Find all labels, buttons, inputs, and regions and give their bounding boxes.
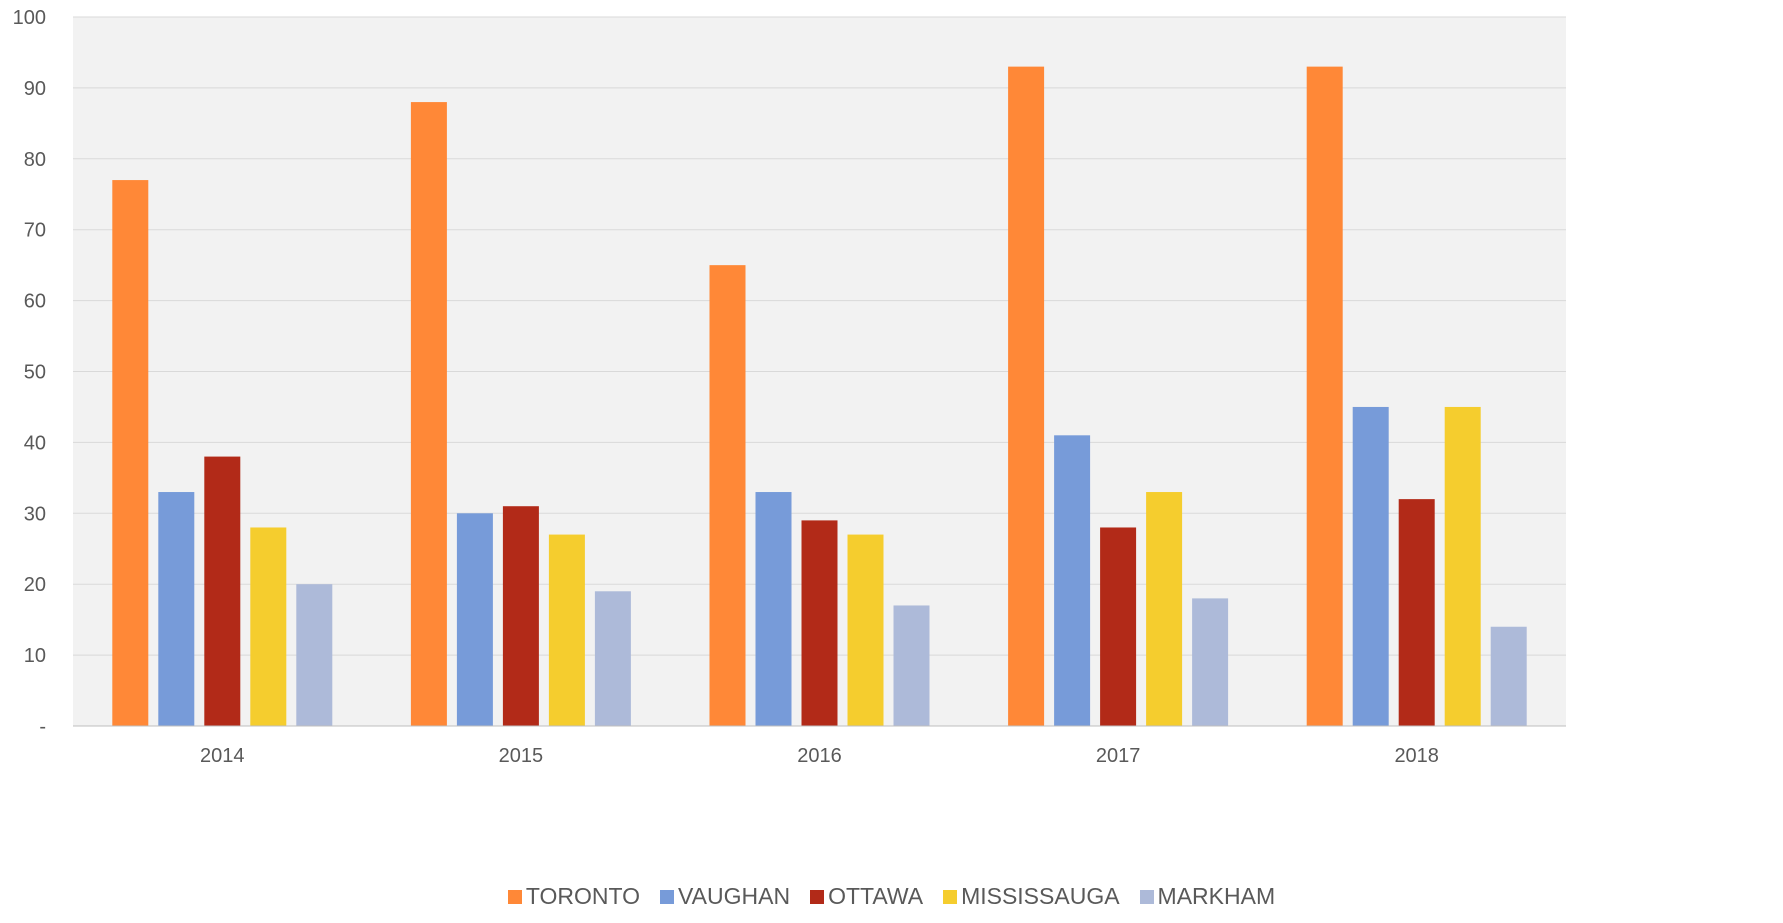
y-tick-label: - — [39, 716, 46, 738]
y-tick-label: 100 — [13, 7, 46, 29]
bar-mississauga-2018 — [1444, 406, 1481, 726]
legend-item-toronto: TORONTO — [507, 883, 641, 910]
bar-vaughan-2015 — [456, 513, 493, 726]
bar-ottawa-2014 — [204, 456, 241, 726]
bar-markham-2014 — [296, 584, 333, 726]
bar-ottawa-2015 — [502, 506, 539, 726]
bar-vaughan-2018 — [1352, 406, 1389, 726]
bar-markham-2018 — [1490, 626, 1527, 726]
y-tick-label: 60 — [24, 291, 46, 313]
legend-label: MARKHAM — [1157, 883, 1276, 909]
legend-swatch — [660, 889, 675, 904]
legend-item-mississauga: MISSISSAUGA — [943, 883, 1120, 910]
x-tick-label: 2015 — [499, 745, 544, 767]
x-tick-label: 2014 — [200, 745, 245, 767]
bar-markham-2017 — [1192, 598, 1229, 726]
bar-toronto-2018 — [1306, 66, 1343, 726]
bars — [112, 66, 1527, 726]
bar-ottawa-2017 — [1100, 527, 1137, 726]
y-tick-label: 10 — [24, 645, 46, 667]
x-axis: 2014 2015 2016 2017 2018 — [73, 725, 1566, 767]
legend-label: VAUGHAN — [678, 883, 791, 909]
legend-item-markham: MARKHAM — [1139, 883, 1276, 910]
legend-label: OTTAWA — [828, 883, 924, 909]
y-tick-label: 70 — [24, 220, 46, 242]
bar-toronto-2015 — [410, 102, 447, 726]
bar-toronto-2016 — [709, 265, 746, 726]
bar-mississauga-2015 — [548, 534, 585, 726]
bar-markham-2015 — [594, 591, 631, 726]
y-tick-label: 80 — [24, 149, 46, 171]
legend-swatch — [507, 889, 522, 904]
bar-mississauga-2014 — [250, 527, 287, 726]
legend-label: MISSISSAUGA — [961, 883, 1120, 909]
bar-ottawa-2016 — [801, 520, 838, 726]
x-tick-label: 2017 — [1096, 745, 1141, 767]
legend-swatch — [810, 889, 825, 904]
bar-ottawa-2018 — [1398, 499, 1435, 726]
y-tick-label: 90 — [24, 78, 46, 100]
bar-toronto-2017 — [1008, 66, 1045, 726]
bar-toronto-2014 — [112, 180, 149, 726]
legend-item-vaughan: VAUGHAN — [660, 883, 790, 910]
x-tick-label: 2018 — [1394, 745, 1439, 767]
x-tick-label: 2016 — [797, 745, 842, 767]
y-tick-label: 50 — [24, 362, 46, 384]
legend-swatch — [943, 889, 958, 904]
bar-mississauga-2016 — [847, 534, 884, 726]
bar-vaughan-2017 — [1054, 435, 1091, 726]
bar-markham-2016 — [893, 605, 930, 726]
bar-vaughan-2014 — [158, 492, 195, 726]
legend-item-ottawa: OTTAWA — [810, 883, 923, 910]
bar-mississauga-2017 — [1146, 492, 1183, 726]
legend: TORONTO VAUGHAN OTTAWA MISSISSAUGA MARKHAM — [0, 883, 1783, 910]
y-tick-label: 20 — [24, 574, 46, 596]
y-tick-label: 40 — [24, 432, 46, 454]
bar-vaughan-2016 — [755, 492, 792, 726]
legend-label: TORONTO — [525, 883, 641, 909]
legend-swatch — [1139, 889, 1154, 904]
y-tick-label: 30 — [24, 503, 46, 525]
y-axis: - 10 20 30 40 50 60 70 80 90 100 — [13, 7, 46, 738]
